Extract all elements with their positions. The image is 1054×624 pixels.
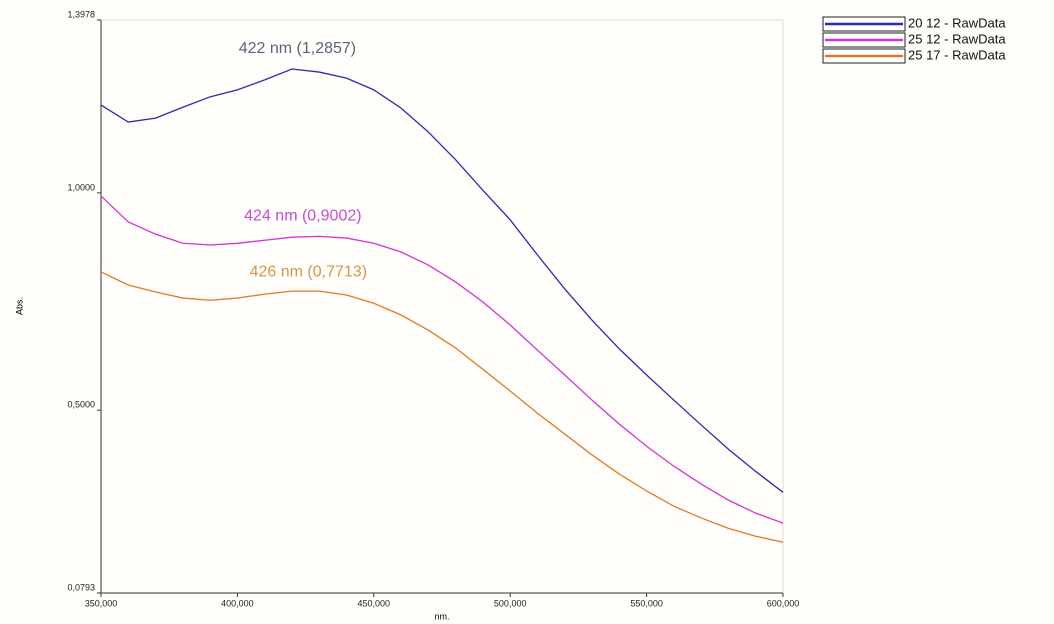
data-line [100,271,784,543]
x-tick-label: 500,000 [494,598,527,608]
x-tick-label: 400,000 [221,598,254,608]
data-line [100,195,784,524]
y-tick-label: 1,3978 [67,9,95,19]
y-tick-label: 0,5000 [67,400,95,410]
annotation: 424 nm (0,9002) [244,207,361,224]
legend-label: 25 17 - RawData [908,47,1006,62]
annotation: 426 nm (0,7713) [250,263,367,280]
x-tick-label: 550,000 [630,598,663,608]
y-axis-label: Abs. [14,297,24,315]
legend-label: 20 12 - RawData [908,15,1006,30]
data-line [100,68,784,493]
y-tick-label: 1,0000 [67,182,95,192]
x-tick-label: 450,000 [358,598,391,608]
y-tick-label: 0,0793 [67,582,95,592]
annotation: 422 nm (1,2857) [239,40,356,57]
x-tick-label: 350,000 [85,598,118,608]
x-axis-label: nm. [434,611,449,621]
legend-label: 25 12 - RawData [908,31,1006,46]
x-tick-label: 600,000 [767,598,800,608]
